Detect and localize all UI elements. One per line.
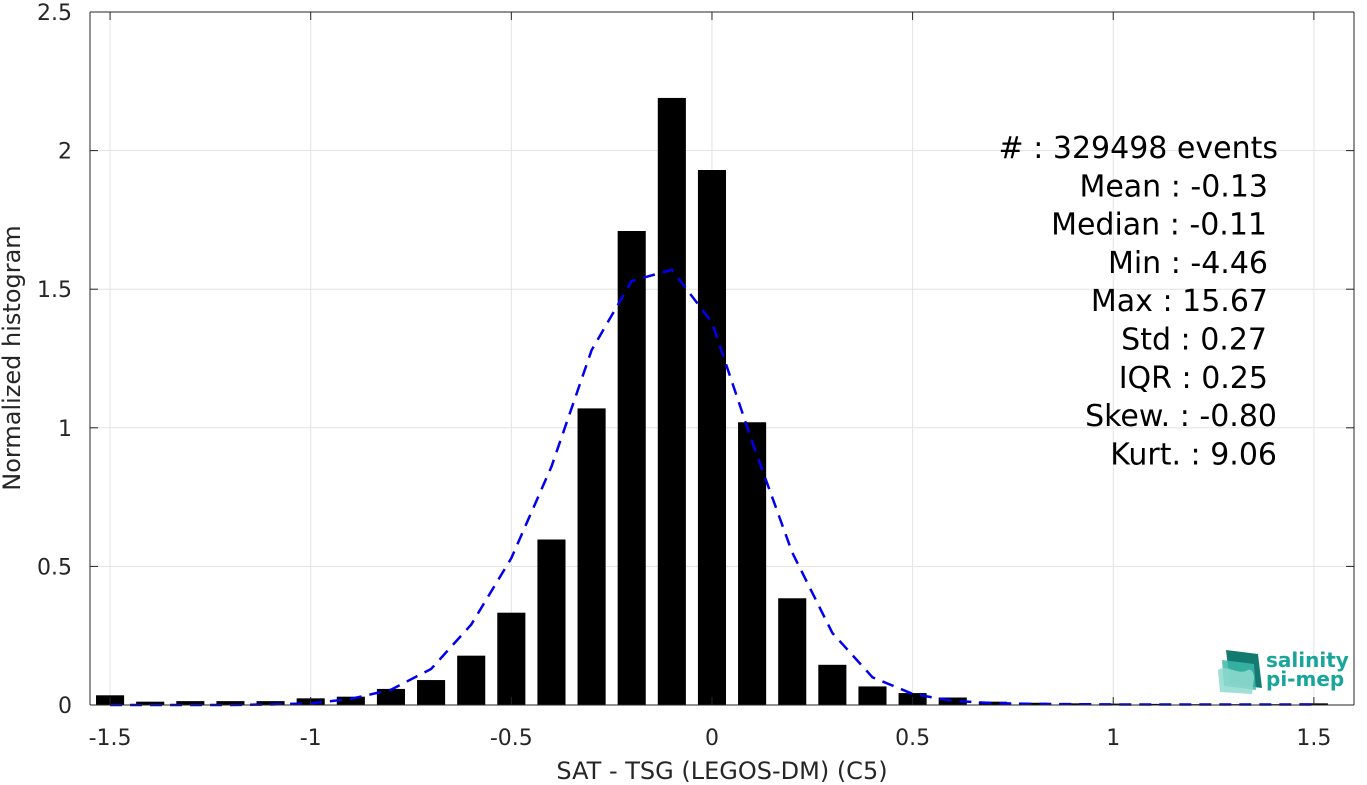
stat-line: Std : 0.27 [1121, 323, 1267, 358]
salinity-pi-mep-logo: salinity pi-mep [1218, 648, 1349, 694]
stat-line: # : 329498 events [999, 131, 1278, 166]
stat-line: Mean : -0.13 [1079, 169, 1268, 204]
y-tick-label: 1.5 [37, 278, 72, 303]
x-tick-label: 0 [705, 726, 719, 751]
x-tick-label: 1.5 [1296, 726, 1331, 751]
y-tick-label: 2.5 [37, 1, 72, 26]
stat-line: Min : -4.46 [1108, 246, 1268, 281]
histogram-bar [938, 697, 967, 705]
histogram-bar [738, 422, 767, 705]
histogram-bar [537, 539, 566, 705]
ticks: -1.5 -1 -0.5 0 0.5 1 1.5 0 0.5 1 1.5 2 2.5 [37, 1, 1354, 751]
histogram-bar [577, 408, 606, 705]
histogram-bar [457, 655, 486, 705]
logo-line2: pi-mep [1266, 667, 1344, 691]
stat-line: Kurt. : 9.06 [1110, 437, 1277, 472]
stat-line: Median : -0.11 [1051, 208, 1267, 243]
histogram-bar [256, 701, 285, 705]
histogram-bar [336, 696, 365, 705]
histogram-bar [136, 701, 165, 705]
stat-line: IQR : 0.25 [1119, 361, 1268, 396]
logo-line1: salinity [1266, 648, 1349, 672]
x-tick-label: -1 [300, 726, 322, 751]
x-tick-label: -1.5 [89, 726, 132, 751]
y-tick-label: 0.5 [37, 555, 72, 580]
y-tick-label: 1 [58, 417, 72, 442]
x-axis-title: SAT - TSG (LEGOS-DM) (C5) [556, 757, 887, 785]
x-tick-label: 0.5 [895, 726, 930, 751]
histogram-bar [818, 664, 847, 705]
histogram-bar [417, 680, 446, 705]
stat-line: Skew. : -0.80 [1085, 399, 1277, 434]
histogram-bar [697, 170, 727, 705]
bars [96, 97, 1328, 705]
histogram-bar [176, 701, 205, 705]
histogram-bar [617, 230, 646, 705]
histogram-bar [376, 688, 405, 705]
y-axis-title: Normalized histogram [0, 225, 26, 490]
y-tick-label: 2 [58, 140, 72, 165]
axes [89, 11, 1355, 706]
histogram-bar [657, 97, 686, 705]
logo-wave-icon [1218, 650, 1262, 694]
y-tick-label: 0 [58, 694, 72, 719]
histogram-bar [497, 612, 526, 705]
histogram-bar [978, 701, 1007, 705]
histogram-bar [858, 686, 887, 705]
histogram-bar [778, 598, 807, 705]
histogram-bar [1059, 703, 1088, 705]
histogram-bar [216, 701, 245, 705]
x-tick-label: 1 [1106, 726, 1120, 751]
histogram-bar [1139, 703, 1168, 705]
x-tick-label: -0.5 [490, 726, 533, 751]
stat-line: Max : 15.67 [1091, 284, 1268, 319]
histogram-bar [1018, 702, 1048, 705]
